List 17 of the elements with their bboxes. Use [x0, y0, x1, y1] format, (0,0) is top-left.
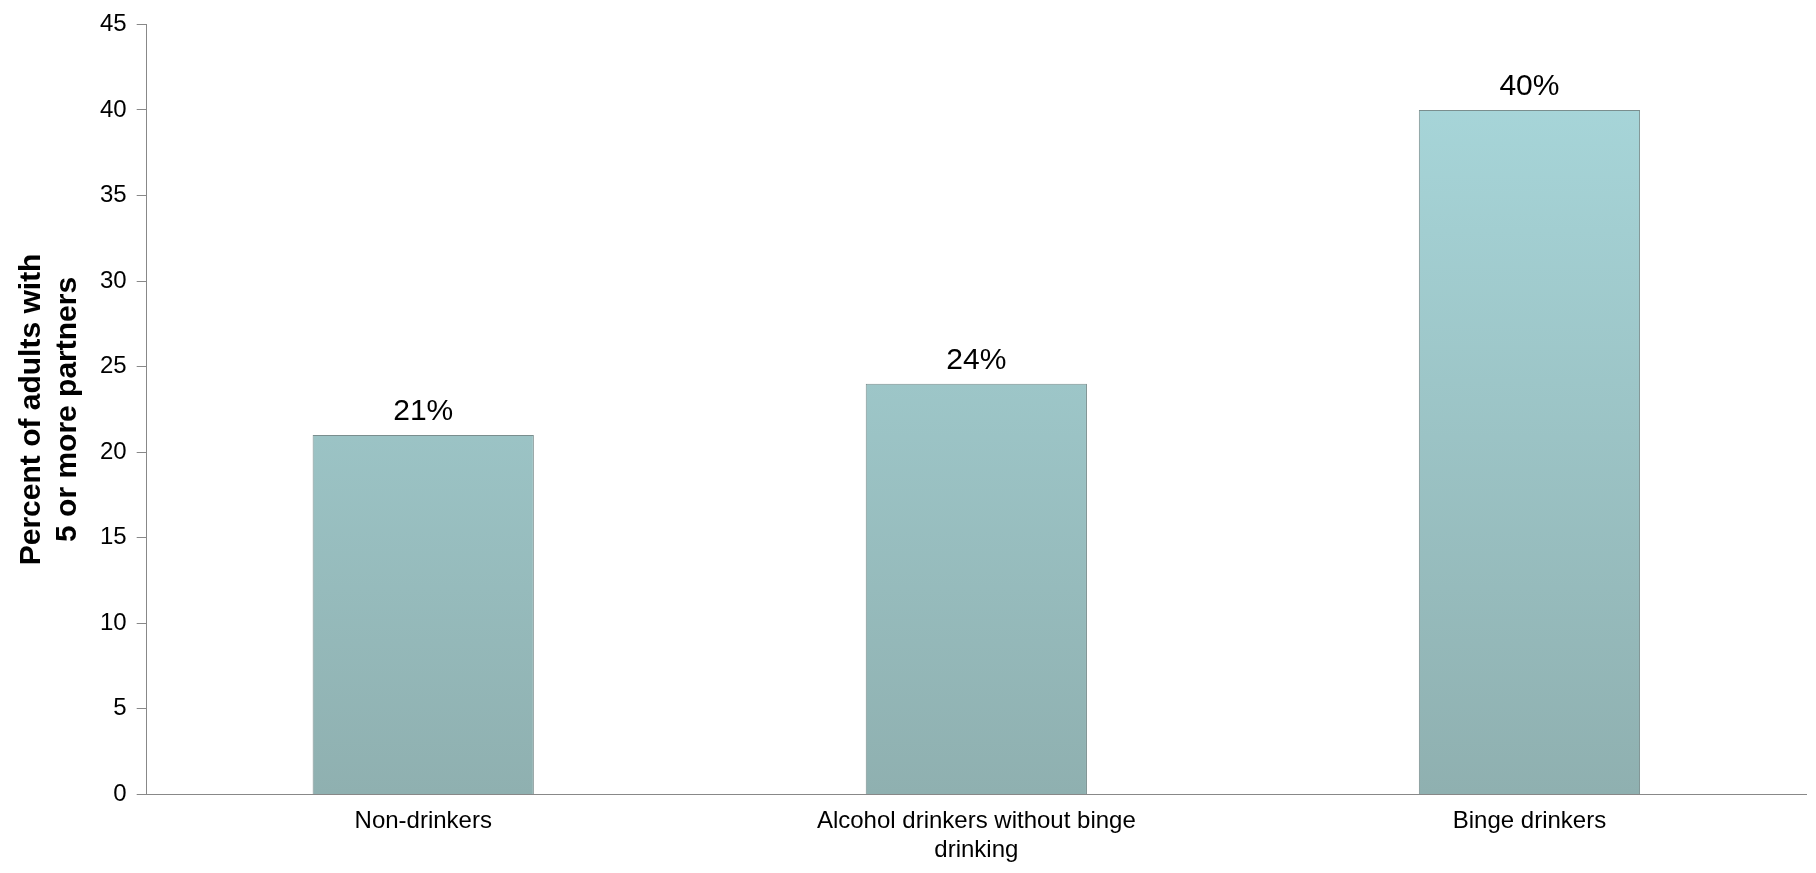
- y-tick-label: 35: [99, 180, 127, 208]
- data-label: 24%: [946, 342, 1007, 375]
- y-tick-label: 25: [99, 351, 127, 379]
- y-axis-title: Percent of adults with 5 or more partners: [13, 253, 83, 566]
- y-tick-label: 45: [99, 9, 127, 37]
- x-tick-label: Binge drinkers: [1452, 806, 1607, 834]
- y-tick-label: 40: [99, 94, 127, 122]
- y-tick-label: 20: [99, 436, 127, 464]
- y-tick-label: 30: [99, 265, 127, 293]
- y-tick-label: 0: [113, 779, 127, 807]
- y-tick-label: 10: [99, 607, 127, 635]
- data-label: 40%: [1499, 68, 1560, 102]
- data-label: 21%: [393, 393, 454, 427]
- x-tick-label: Alcohol drinkers without binge drinking: [816, 806, 1136, 863]
- x-tick-label: Non-drinkers: [354, 806, 492, 834]
- y-tick-label: 15: [99, 522, 127, 550]
- y-tick-label: 5: [113, 693, 127, 721]
